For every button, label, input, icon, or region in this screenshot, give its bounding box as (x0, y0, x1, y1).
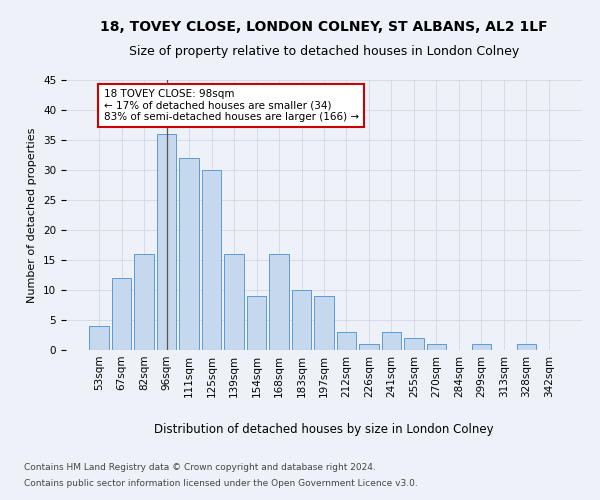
Text: Contains HM Land Registry data © Crown copyright and database right 2024.: Contains HM Land Registry data © Crown c… (24, 464, 376, 472)
Text: Size of property relative to detached houses in London Colney: Size of property relative to detached ho… (129, 45, 519, 58)
Bar (427, 344, 446, 350)
Text: 18 TOVEY CLOSE: 98sqm
← 17% of detached houses are smaller (34)
83% of semi-deta: 18 TOVEY CLOSE: 98sqm ← 17% of detached … (104, 89, 359, 122)
Bar (517, 344, 536, 350)
Bar (179, 158, 199, 350)
Text: Contains public sector information licensed under the Open Government Licence v3: Contains public sector information licen… (24, 478, 418, 488)
Bar (359, 344, 379, 350)
Bar (224, 254, 244, 350)
Bar (382, 332, 401, 350)
Y-axis label: Number of detached properties: Number of detached properties (28, 128, 37, 302)
Bar (337, 332, 356, 350)
Bar (202, 170, 221, 350)
Bar (157, 134, 176, 350)
Bar (247, 296, 266, 350)
Bar (89, 326, 109, 350)
Bar (269, 254, 289, 350)
Text: Distribution of detached houses by size in London Colney: Distribution of detached houses by size … (154, 424, 494, 436)
Bar (472, 344, 491, 350)
Text: 18, TOVEY CLOSE, LONDON COLNEY, ST ALBANS, AL2 1LF: 18, TOVEY CLOSE, LONDON COLNEY, ST ALBAN… (100, 20, 548, 34)
Bar (134, 254, 154, 350)
Bar (314, 296, 334, 350)
Bar (292, 290, 311, 350)
Bar (404, 338, 424, 350)
Bar (112, 278, 131, 350)
